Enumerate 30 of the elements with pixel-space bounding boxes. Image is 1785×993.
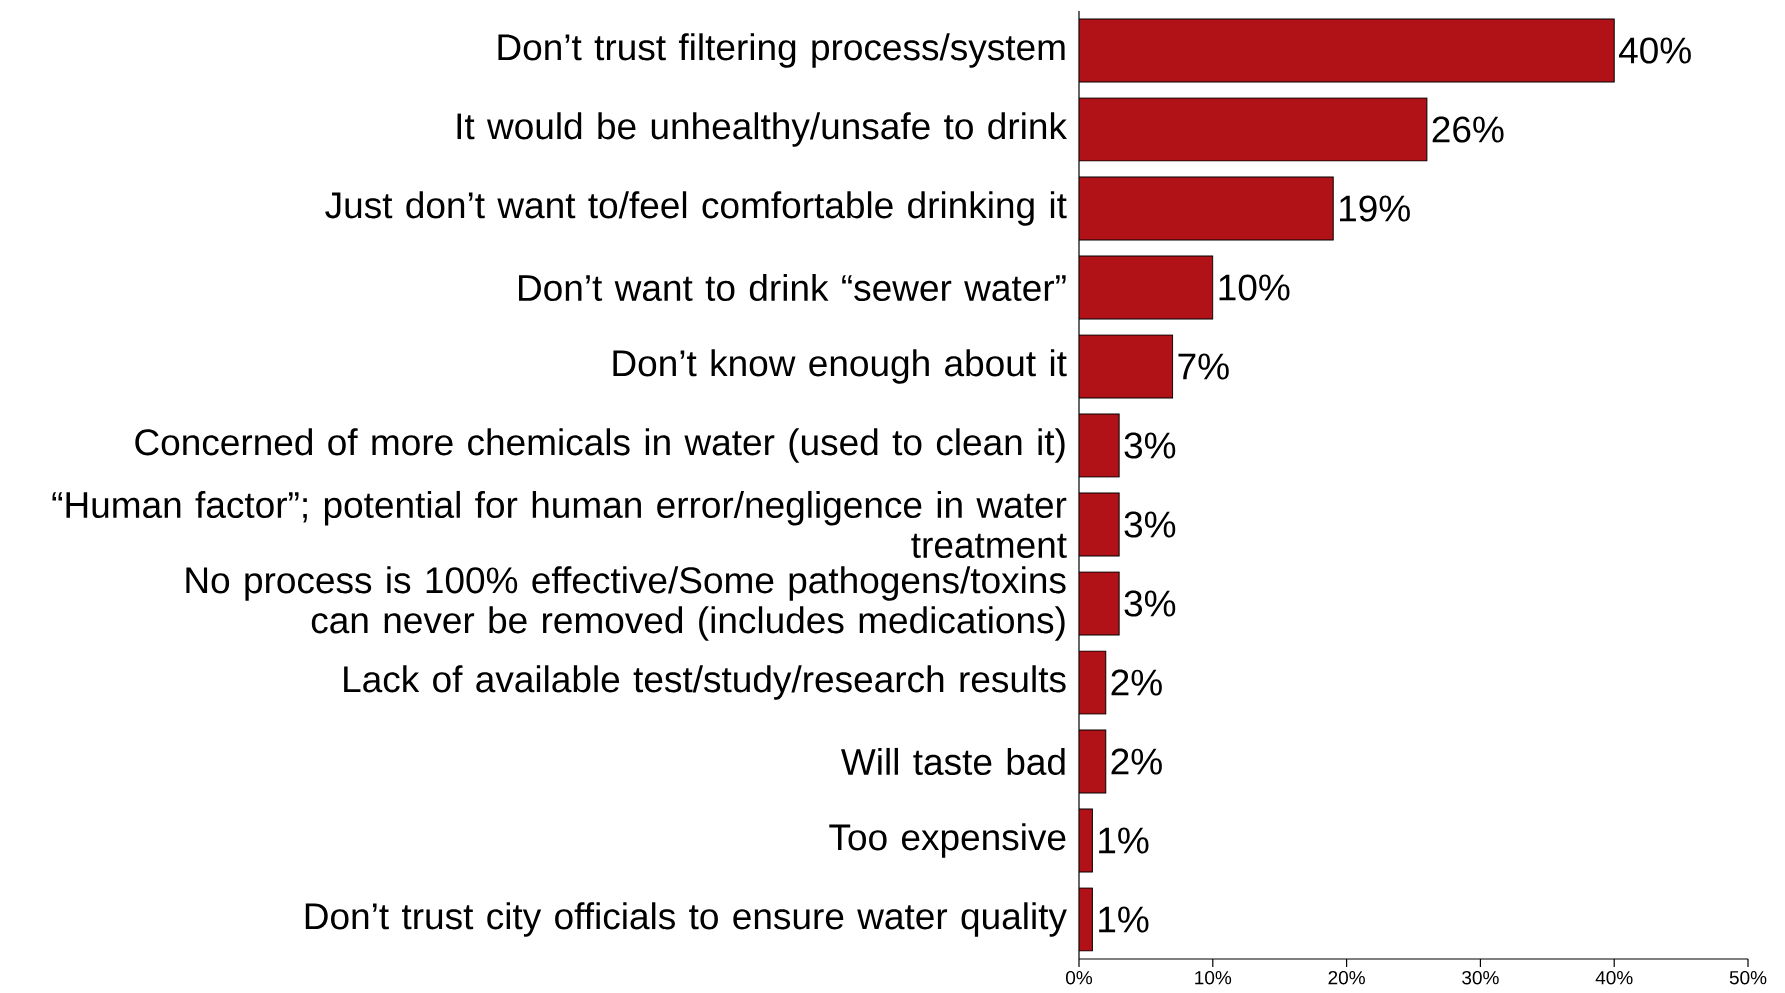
y-tick-label: Don’t trust filtering process/system [498, 33, 1065, 68]
x-tick-label: 30% [1462, 970, 1499, 985]
data-label: 40% [1618, 37, 1691, 64]
data-label: 19% [1339, 195, 1410, 222]
data-label: 26% [1432, 116, 1504, 143]
y-tick-label: Concerned of more chemicals in water (used to clean it) [135, 428, 1065, 463]
y-tick-label: Don’t trust city officials to ensure water quality [305, 902, 1067, 937]
x-tick-label: 0% [1066, 970, 1093, 985]
data-label: 2% [1111, 748, 1162, 775]
data-label: 3% [1124, 432, 1176, 459]
y-tick-label: No process is 100% effective/Some pathogens/toxins can never be removed (includes medications) [186, 566, 1066, 641]
y-tick-label: It would be unhealthy/unsafe to drink [457, 112, 1067, 147]
y-tick-label: “Human factor”; potential for human error/negligence in water treatment [52, 490, 1067, 559]
data-label: 7% [1178, 353, 1229, 380]
data-label: 10% [1219, 274, 1290, 301]
y-tick-label: Will taste bad [841, 747, 1065, 776]
x-tick-label: 50% [1729, 970, 1767, 985]
y-tick-label: Don’t want to drink “sewer water” [519, 273, 1066, 302]
data-label: 1% [1099, 827, 1149, 854]
data-label: 3% [1124, 511, 1176, 538]
data-label: 1% [1099, 906, 1149, 933]
x-tick-label: 10% [1195, 970, 1232, 985]
y-tick-label: Too expensive [829, 823, 1066, 858]
data-label: 3% [1124, 590, 1176, 617]
x-tick-label: 20% [1328, 970, 1365, 985]
x-tick-label: 40% [1595, 970, 1633, 985]
y-tick-label: Lack of available test/study/research results [344, 665, 1066, 700]
data-label: 2% [1111, 669, 1162, 696]
y-tick-label: Don’t know enough about it [613, 349, 1067, 384]
y-tick-label: Just don’t want to/feel comfortable drinking it [325, 191, 1067, 226]
